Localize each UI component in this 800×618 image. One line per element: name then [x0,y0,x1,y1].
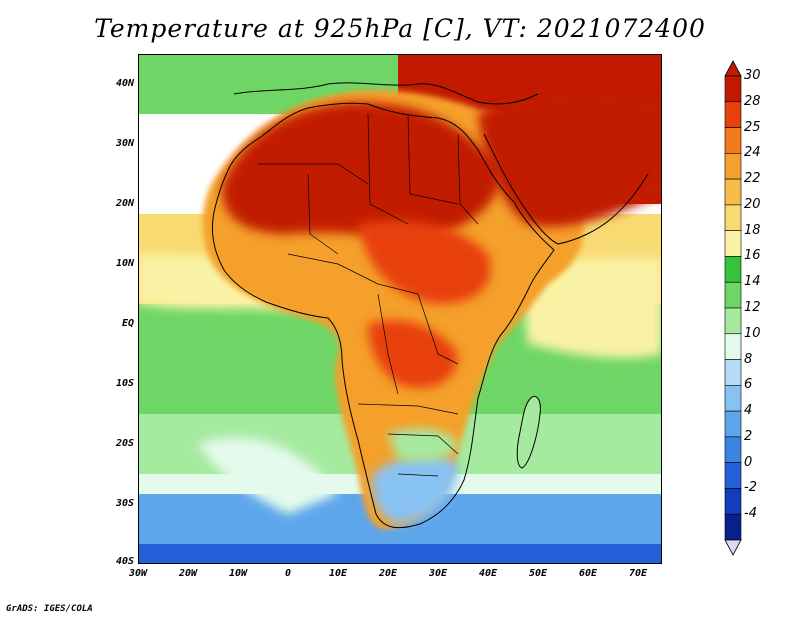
lon-label: 20E [378,568,398,579]
band-south-deep [138,544,662,564]
colorbar-swatch [724,75,742,103]
colorbar-top-arrow [724,60,742,77]
colorbar-label: 16 [744,248,761,264]
colorbar-swatch [724,410,742,438]
colorbar-swatch [724,127,742,154]
colorbar-label: 2 [744,428,753,444]
lat-label: 10N [115,258,134,269]
lon-label: 30E [428,568,448,579]
colorbar-swatch [724,256,742,283]
colorbar-label: 14 [744,274,761,290]
sahara-warm-patch [358,220,491,304]
colorbar-label: 10 [744,325,761,341]
map-panel: 40N 30N 20N 10N EQ 10S 20S 30S 40S 30W 2… [116,54,662,579]
colorbar-swatch [724,333,742,360]
lat-label: 20S [115,438,134,449]
colorbar-label: 25 [744,119,761,135]
lon-label: 60E [578,568,598,579]
indian-ocean-warm [518,254,662,359]
lon-label: 70E [628,568,648,579]
colorbar-label: -4 [744,506,757,522]
colorbar-label: 8 [744,351,753,367]
arabia-coastline [483,133,649,245]
footer-credit: GrADS: IGES/COLA [6,604,93,614]
colorbar-swatch [724,101,742,128]
country-borders [258,113,479,477]
colorbar-swatch [724,307,742,335]
lon-label: 0 [284,568,292,579]
colorbar-label: 22 [744,171,761,187]
lat-label: 30S [115,498,134,509]
colorbar-label: 28 [744,93,761,109]
colorbar-swatch [724,385,742,412]
south-atlantic-pale [198,437,338,514]
lon-label: 10W [228,568,248,579]
lat-label: 40S [115,556,134,567]
temperature-map [138,54,662,564]
colorbar-swatch [724,230,742,257]
colorbar-label: 6 [744,377,753,393]
colorbar-label: 24 [744,145,761,161]
colorbar-label: -2 [744,480,757,496]
colorbar-label: 30 [744,68,761,83]
congo-warm [368,320,458,388]
colorbar-bottom-arrow [724,539,742,556]
colorbar-swatch [724,436,742,463]
colorbar-swatch [724,153,742,180]
colorbar-swatch [724,513,742,541]
colorbar-swatch [724,204,742,231]
southern-africa-pale [388,428,458,461]
colorbar-swatch [724,281,742,309]
colorbar-swatch [724,462,742,489]
map-frame [138,54,662,564]
lon-label: 50E [528,568,548,579]
lon-label: 20W [178,568,198,579]
lat-label: 20N [115,198,134,209]
sahara-hot [222,102,500,236]
colorbar-label: 20 [744,196,761,212]
southern-africa-cool [372,455,458,524]
colorbar-swatch [724,178,742,206]
colorbar [724,60,742,556]
map-title: Temperature at 925hPa [C], VT: 202107240… [94,14,706,43]
colorbar-swatch [724,488,742,515]
mediterranean-coastline [233,82,539,105]
arabia-hot [478,90,662,227]
lon-label: 30W [128,568,148,579]
colorbar-swatch [724,359,742,386]
lon-label: 10E [328,568,348,579]
colorbar-label: 4 [744,403,753,419]
lat-label: 10S [115,378,134,389]
lat-label: 40N [115,78,134,89]
africa-coastline [211,102,555,529]
lat-label: 30N [115,138,134,149]
colorbar-label: 0 [744,454,753,470]
madagascar [516,395,541,469]
lon-label: 40E [478,568,498,579]
lat-label: EQ [121,318,134,329]
colorbar-label: 12 [744,300,761,315]
colorbar-label: 18 [744,222,761,238]
